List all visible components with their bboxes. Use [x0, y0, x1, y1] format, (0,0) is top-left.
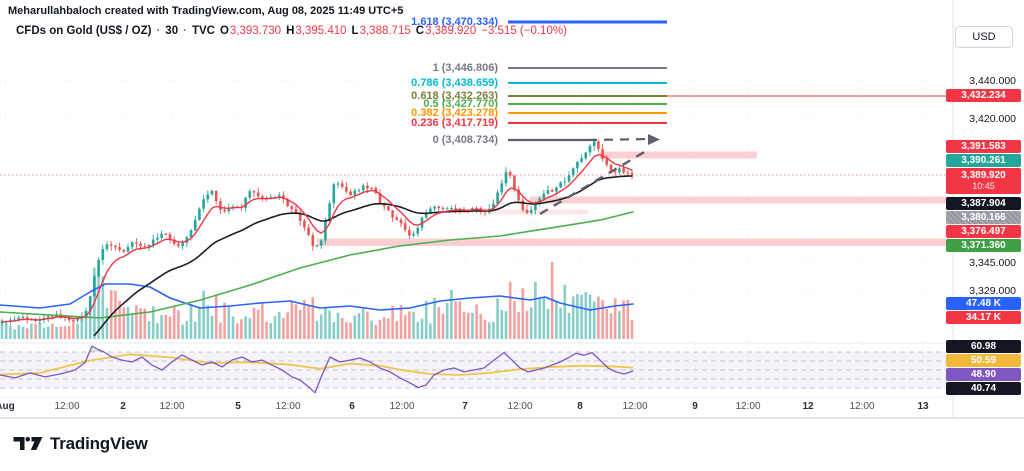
symbol-title[interactable]: CFDs on Gold (US$ / OZ) [16, 25, 152, 37]
close-value: C 3,389.920 [415, 25, 477, 37]
exchange-name: TVC [191, 25, 215, 37]
currency-button[interactable]: USD [955, 26, 1013, 48]
open-value: O 3,393.730 [219, 25, 282, 37]
supply-zones [317, 151, 953, 246]
rsi-line [0, 345, 634, 394]
fast-ma-line [1, 153, 633, 323]
price-lines [0, 95, 1005, 176]
slow-ma-line [0, 211, 634, 319]
gridlines [0, 0, 953, 397]
legend-separator: · [156, 25, 161, 37]
low-value: L 3,388.715 [351, 25, 411, 37]
fib-retracement-lines [508, 20, 667, 216]
moving-averages [0, 153, 634, 337]
medium-ma-line [93, 175, 633, 337]
tradingview-logo[interactable]: TradingView [13, 434, 148, 454]
rsi-pane [0, 345, 634, 394]
change-value: −3.515 (−0.10%) [481, 25, 567, 37]
legend-separator: · [183, 25, 187, 37]
logo-text: TradingView [50, 434, 148, 453]
symbol-legend[interactable]: CFDs on Gold (US$ / OZ) · 30 · TVC O 3,39… [16, 25, 567, 37]
volume-ma-line [0, 283, 634, 311]
tradingview-logo-icon [13, 437, 43, 450]
interval-value[interactable]: 30 [165, 25, 179, 37]
volume-bars [0, 261, 634, 339]
watermark: Meharullahbaloch created with TradingVie… [8, 5, 404, 17]
high-value: H 3,395.410 [286, 25, 347, 37]
